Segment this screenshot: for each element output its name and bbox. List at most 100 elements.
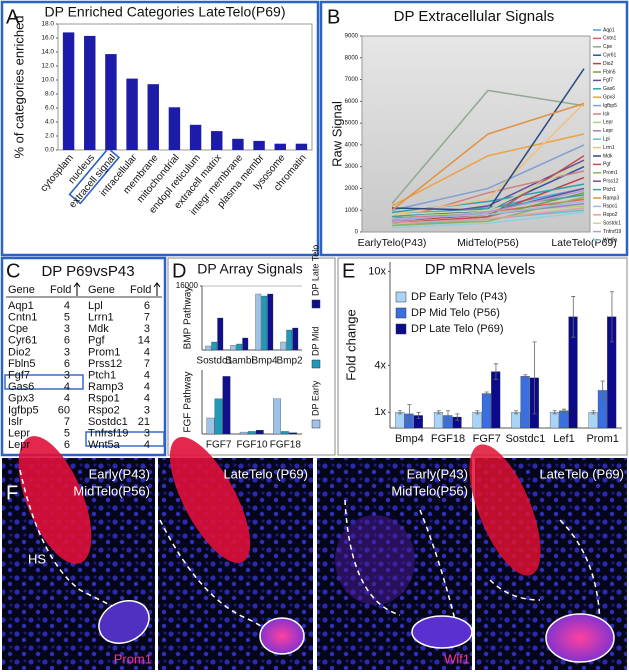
legend-label: Prom1 [603,170,618,176]
table-cell: Rspo2 [88,404,120,416]
stain-label: Prom1 [114,651,152,666]
legend-label: Lrrn1 [603,145,615,151]
line [391,89,585,205]
panel-frame [0,0,320,257]
legend-label: Ptch1 [603,187,616,193]
legend-label: Cpe [603,44,612,50]
table-cell: 6 [144,300,150,312]
panel-letter: E [342,260,355,282]
table-cell: Lpl [88,300,103,312]
hair-shaft [169,436,251,564]
error-bar [609,291,614,343]
legend-label: DP Late Telo [310,245,320,296]
plot-frame [57,23,313,151]
table-cell: 4 [144,439,150,451]
bar [274,143,286,150]
table-cell: Rspo1 [88,393,120,405]
micrograph-label: Early(P43) [89,466,150,481]
error-bar [514,410,519,415]
bar [147,84,159,150]
y-tick-label: 7000 [345,77,359,83]
line [391,189,585,222]
bar [549,412,560,429]
dermal-papilla [259,617,305,655]
outline [19,469,121,611]
error-bar [416,411,421,420]
x-tick-label: Bmp2 [276,356,303,367]
chart-title: DP Enriched Categories LateTelo(P69) [45,4,286,20]
legend-label: Lepr [603,120,613,126]
table-cell: 60 [58,404,70,416]
x-tick-label: FGF7 [206,440,232,451]
panel-letter: A [6,6,20,28]
table-cell: Prom1 [88,346,120,358]
legend-label: Dio2 [603,61,614,67]
dermal-papilla [98,600,150,644]
y-tick-label: 10x [368,265,386,277]
legend-label: Pgf [603,162,611,168]
legend-label: Tnfrsf19 [603,229,622,235]
table-cell: 4 [64,381,70,393]
legend-label: Islr [603,111,610,117]
error-bar [571,296,576,338]
table-cell: 5 [64,312,70,324]
sort-arrow [73,282,81,296]
legend-label: Rspo2 [603,212,618,218]
bar [205,345,212,351]
legend-label: DP Mid [310,327,320,356]
micrograph-label: Early(P43) [407,466,468,481]
x-tick-label: FGF7 [473,433,501,445]
error-bar [455,413,460,421]
y-tick-label: 16000 [176,281,199,290]
bar [280,341,287,351]
hair-shaft [469,444,541,576]
bar [105,54,117,150]
bar [520,376,530,429]
error-bar [562,408,566,413]
bar [126,78,138,150]
table-title: DP P69vsP43 [41,263,134,280]
bar [286,329,293,351]
plot-frame [361,35,591,233]
bar [253,140,265,150]
table-cell: Igfbp5 [8,404,39,416]
bar [230,345,237,351]
x-tick-label: Prom1 [586,433,618,445]
table-cell: Dio2 [8,346,31,358]
stain-label: Wif1 [444,651,470,666]
table-cell: Fbln5 [8,358,36,370]
tissue [335,515,415,605]
legend-label: DP Early Telo (P43) [411,291,507,303]
line [391,161,585,216]
dermal-papilla [411,615,473,649]
panel-frame [319,0,629,257]
error-bar [407,404,412,424]
legend-swatch [311,299,321,309]
y-tick-label: 9000 [345,34,359,40]
table-cell: Lepr [8,428,30,440]
outline [159,519,276,641]
error-bar [552,410,557,415]
micrograph-label: LateTelo (P69) [223,466,308,481]
table-header: Gene [8,284,35,296]
legend-label: Gpx3 [603,95,615,101]
table-cell: 3 [64,346,70,358]
bar [214,398,223,435]
legend-label: Gas6 [603,86,615,92]
table-cell: Gas6 [8,381,34,393]
x-tick-label: FGF18 [431,433,465,445]
bar [295,143,308,150]
bar [232,138,244,150]
legend-label: Lepr [603,128,613,134]
bar [588,412,598,429]
table-cell: 4 [144,381,150,393]
bar [189,124,202,150]
panel-frame [167,257,336,456]
table-cell: 6 [64,358,70,370]
table-cell: 4 [64,300,70,312]
y-tick-label: 8.0 [45,91,54,98]
bar [395,412,405,429]
x-tick-label: Lef1 [553,433,574,445]
x-tick-label: FGF18 [270,440,302,451]
table-cell: Ramp3 [88,381,123,393]
